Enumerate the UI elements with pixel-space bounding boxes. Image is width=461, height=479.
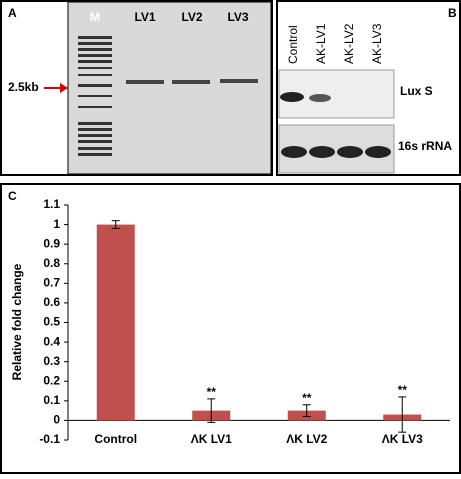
y-axis-label: Relative fold change xyxy=(10,263,24,380)
lane-label: AK-LV3 xyxy=(370,23,384,64)
row-label: Lux S xyxy=(400,84,433,98)
x-tick-label: ΛK LV3 xyxy=(382,432,423,446)
panel-label: C xyxy=(8,189,17,203)
lane-label: LV3 xyxy=(227,10,248,24)
lane-label: AK-LV2 xyxy=(342,23,356,64)
panel-c-frame xyxy=(0,183,461,474)
lane-label: M xyxy=(90,10,100,24)
ladder xyxy=(78,36,112,156)
y-tick-label: 0.9 xyxy=(43,236,60,250)
y-tick-label: 1 xyxy=(53,217,60,231)
blot-band xyxy=(309,94,331,102)
x-tick-label: ΛK LV2 xyxy=(286,432,327,446)
y-tick-label: 0.4 xyxy=(43,334,60,348)
y-tick-label: 0.3 xyxy=(43,354,60,368)
y-tick-label: 0.1 xyxy=(43,393,60,407)
y-tick-label: 0.5 xyxy=(43,315,60,329)
y-tick-label: 1.1 xyxy=(43,197,60,211)
panel-label: A xyxy=(8,6,17,20)
x-tick-label: ΛK LV1 xyxy=(191,432,232,446)
significance: ** xyxy=(398,383,408,397)
y-tick-label: 0 xyxy=(53,413,60,427)
y-tick-label: 0.7 xyxy=(43,276,60,290)
y-tick-label: 0.2 xyxy=(43,373,60,387)
lane-label: LV1 xyxy=(134,10,155,24)
lane-label: LV2 xyxy=(181,10,202,24)
blot-bands xyxy=(281,146,391,158)
y-tick-label: 0.8 xyxy=(43,256,60,270)
y-tick-label: 0.6 xyxy=(43,295,60,309)
x-tick-label: Control xyxy=(94,432,137,446)
blot-band xyxy=(280,92,304,102)
y-tick-label: -0.1 xyxy=(39,432,60,446)
lane-label: Control xyxy=(286,25,300,64)
marker-label: 2.5kb xyxy=(8,80,39,94)
arrow-head xyxy=(60,83,68,93)
row-label: 16s rRNA xyxy=(398,139,452,153)
bar xyxy=(96,224,135,421)
panel-label: B xyxy=(448,6,457,20)
significance: ** xyxy=(302,391,312,405)
gel xyxy=(67,1,272,175)
lane-label: AK-LV1 xyxy=(314,23,328,64)
sample-bands xyxy=(126,79,258,84)
significance: ** xyxy=(207,385,217,399)
